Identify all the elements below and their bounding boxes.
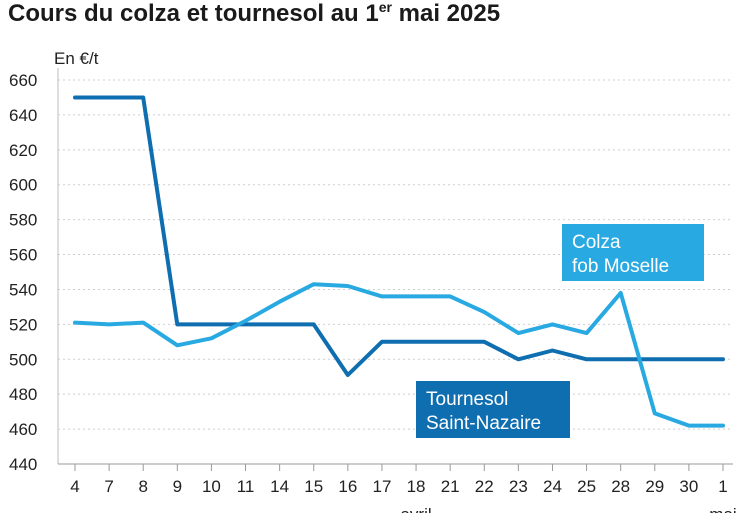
x-tick-label: 23 [509, 477, 528, 496]
series-line-1 [73, 282, 725, 428]
y-tick-label: 560 [9, 246, 37, 265]
x-tick-label: 29 [645, 477, 664, 496]
y-tick-label: 640 [9, 106, 37, 125]
y-axis: 440 460 480 500 520 540 560 580 600 620 640 660 En €… [9, 49, 99, 474]
x-tick-label: 22 [475, 477, 494, 496]
x-tick-label: 28 [611, 477, 630, 496]
y-tick-label: 460 [9, 420, 37, 439]
label-colza-box [562, 224, 704, 281]
label-colza: Colza fob Moselle [562, 224, 704, 281]
x-tick-label: 25 [577, 477, 596, 496]
y-tick-label: 620 [9, 141, 37, 160]
y-tick-label: 440 [9, 455, 37, 474]
x-month-label: mai [709, 505, 736, 513]
x-tick-label: 10 [202, 477, 221, 496]
x-tick-label: 16 [338, 477, 357, 496]
x-tick-label: 17 [372, 477, 391, 496]
x-tick-label: 21 [441, 477, 460, 496]
label-colza-text: Colza [572, 232, 621, 253]
y-axis-unit: En €/t [54, 49, 99, 68]
x-tick-label: 9 [173, 477, 182, 496]
x-tick-label: 14 [270, 477, 289, 496]
y-tick-label: 500 [9, 350, 37, 369]
chart-title: Cours du colza et tournesol au 1er mai 2… [8, 0, 501, 27]
label-tournesol-text: Saint-Nazaire [426, 413, 541, 434]
x-tick-label: 30 [679, 477, 698, 496]
y-tick-label: 520 [9, 315, 37, 334]
label-colza-text: fob Moselle [572, 256, 669, 277]
series-labels: Colza fob Moselle Tournesol Saint-Nazaire [416, 224, 704, 438]
y-tick-label: 600 [9, 176, 37, 195]
x-tick-label: 4 [70, 477, 79, 496]
x-tick-label: 24 [543, 477, 562, 496]
x-tick-label: 8 [138, 477, 147, 496]
x-tick-label: 7 [104, 477, 113, 496]
y-tick-label: 480 [9, 385, 37, 404]
x-tick-label: 1 [718, 477, 727, 496]
x-month-label: avril [400, 505, 431, 513]
y-tick-label: 660 [9, 71, 37, 90]
x-axis: 4 7 8 9 10 11 14 15 16 17 18 21 22 23 24 25 28 29 30 1 avril… [58, 463, 737, 513]
x-tick-label: 11 [237, 477, 255, 496]
series-lines [73, 95, 725, 428]
label-tournesol-text: Tournesol [426, 389, 508, 410]
x-tick-label: 18 [407, 477, 426, 496]
series-line-0 [73, 95, 725, 377]
y-tick-label: 580 [9, 211, 37, 230]
label-tournesol: Tournesol Saint-Nazaire [416, 381, 570, 438]
y-tick-label: 540 [9, 280, 37, 299]
x-tick-label: 15 [304, 477, 323, 496]
label-tournesol-box [416, 381, 570, 438]
